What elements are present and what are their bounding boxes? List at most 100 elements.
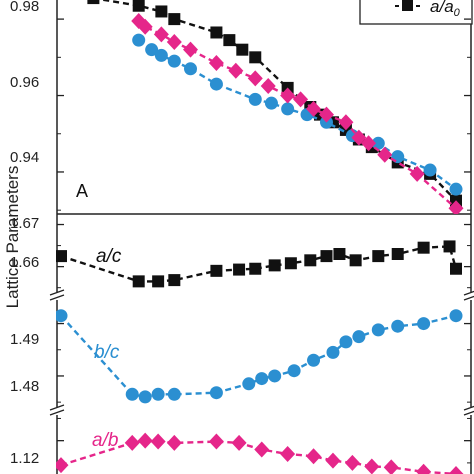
- data-point-circle: [423, 163, 437, 177]
- data-point-diamond: [260, 77, 276, 94]
- data-point-square: [450, 262, 462, 275]
- legend-entry-sub-base: a: [444, 0, 453, 16]
- data-point-diamond: [409, 165, 425, 182]
- data-point-circle: [417, 317, 431, 331]
- data-point-circle: [167, 54, 181, 68]
- data-point-diamond: [208, 433, 224, 450]
- y-tick-label-0-94: 0.94: [10, 149, 39, 166]
- data-point-circle: [145, 43, 159, 57]
- data-point-square: [349, 254, 362, 267]
- data-point-circle: [184, 62, 198, 76]
- data-point-square: [249, 262, 262, 275]
- data-point-square: [320, 250, 333, 263]
- data-point-diamond: [344, 454, 360, 471]
- data-marks: [56, 0, 464, 474]
- data-point-circle: [281, 102, 295, 116]
- data-point-diamond: [137, 18, 153, 35]
- data-point-diamond: [448, 466, 464, 474]
- data-point-square: [223, 34, 236, 47]
- data-point-square: [236, 43, 249, 56]
- data-point-circle: [339, 335, 353, 349]
- data-point-diamond: [254, 441, 270, 458]
- data-point-square: [210, 264, 223, 277]
- data-point-diamond: [150, 433, 166, 450]
- data-point-circle: [209, 386, 223, 400]
- data-point-diamond: [306, 100, 322, 117]
- y-tick-label-1-48: 1.48: [10, 378, 39, 395]
- legend: a/a0: [359, 0, 473, 25]
- data-point-square: [372, 250, 385, 263]
- y-axis-title: Lattice Parameters: [3, 166, 22, 309]
- legend-entry-subscript: 0: [454, 7, 461, 19]
- data-point-square: [87, 0, 100, 5]
- data-point-square: [268, 259, 281, 272]
- data-point-diamond: [124, 434, 140, 451]
- series-label-a-over-b: a/b: [92, 430, 118, 451]
- data-point-diamond: [56, 457, 69, 474]
- data-point-diamond: [280, 446, 296, 462]
- data-point-circle: [268, 369, 282, 383]
- data-point-circle: [449, 309, 463, 323]
- data-point-diamond: [364, 458, 380, 474]
- data-point-circle: [138, 390, 152, 404]
- axis-break-1: [49, 289, 474, 301]
- data-point-diamond: [306, 448, 322, 465]
- y-tick-label-1-67: 1.67: [10, 215, 39, 232]
- data-point-circle: [264, 96, 278, 110]
- panel-0-series-group: [87, 0, 464, 214]
- data-point-circle: [391, 319, 405, 333]
- data-point-square: [132, 275, 145, 288]
- data-point-square: [304, 254, 317, 267]
- y-tick-label-1-66: 1.66: [10, 254, 39, 271]
- data-point-square: [132, 0, 145, 12]
- data-point-diamond: [351, 129, 367, 146]
- data-point-circle: [56, 309, 68, 323]
- data-point-square: [56, 250, 67, 263]
- axis-break-2: [49, 404, 474, 416]
- data-point-diamond: [361, 135, 377, 152]
- y-axis-ticks: [57, 18, 471, 464]
- data-point-diamond: [153, 26, 169, 43]
- data-point-diamond: [166, 434, 182, 451]
- data-point-circle: [154, 48, 168, 62]
- data-point-diamond: [231, 434, 247, 451]
- data-point-square: [168, 274, 181, 287]
- y-tick-label-1-49: 1.49: [10, 331, 39, 348]
- data-point-circle: [167, 387, 181, 401]
- data-point-circle: [209, 77, 223, 91]
- data-point-circle: [287, 364, 301, 378]
- data-point-diamond: [338, 114, 354, 131]
- data-point-square: [391, 248, 404, 260]
- data-point-circle: [242, 377, 256, 391]
- data-point-circle: [307, 353, 321, 367]
- y-tick-label-1-12: 1.12: [10, 450, 39, 467]
- series-label-b-over-c: b/c: [94, 342, 120, 363]
- data-point-circle: [151, 387, 165, 401]
- panel-2-series-group: [56, 309, 463, 404]
- panel-3-series-group: [56, 432, 464, 474]
- data-point-diamond: [416, 463, 432, 474]
- legend-entry-main: a: [430, 0, 439, 16]
- legend-entry-sep: /: [438, 0, 446, 16]
- data-point-circle: [326, 345, 340, 359]
- legend-box: [359, 0, 473, 25]
- data-point-diamond: [228, 62, 244, 79]
- data-point-square: [249, 51, 262, 64]
- data-point-circle: [352, 330, 366, 344]
- panel-1-series-group: [56, 240, 462, 288]
- y-tick-label-0-98: 0.98: [10, 0, 39, 15]
- data-point-diamond: [448, 200, 464, 214]
- data-point-circle: [371, 323, 385, 337]
- data-point-square: [152, 275, 165, 288]
- data-point-diamond: [280, 87, 296, 104]
- data-point-circle: [449, 182, 463, 196]
- data-point-square: [155, 5, 168, 18]
- data-point-circle: [248, 92, 262, 106]
- data-point-diamond: [208, 55, 224, 72]
- data-point-square: [233, 263, 246, 276]
- data-point-diamond: [183, 41, 199, 58]
- legend-marker-square: [402, 0, 413, 11]
- data-point-diamond: [325, 452, 341, 469]
- data-point-diamond: [137, 432, 153, 449]
